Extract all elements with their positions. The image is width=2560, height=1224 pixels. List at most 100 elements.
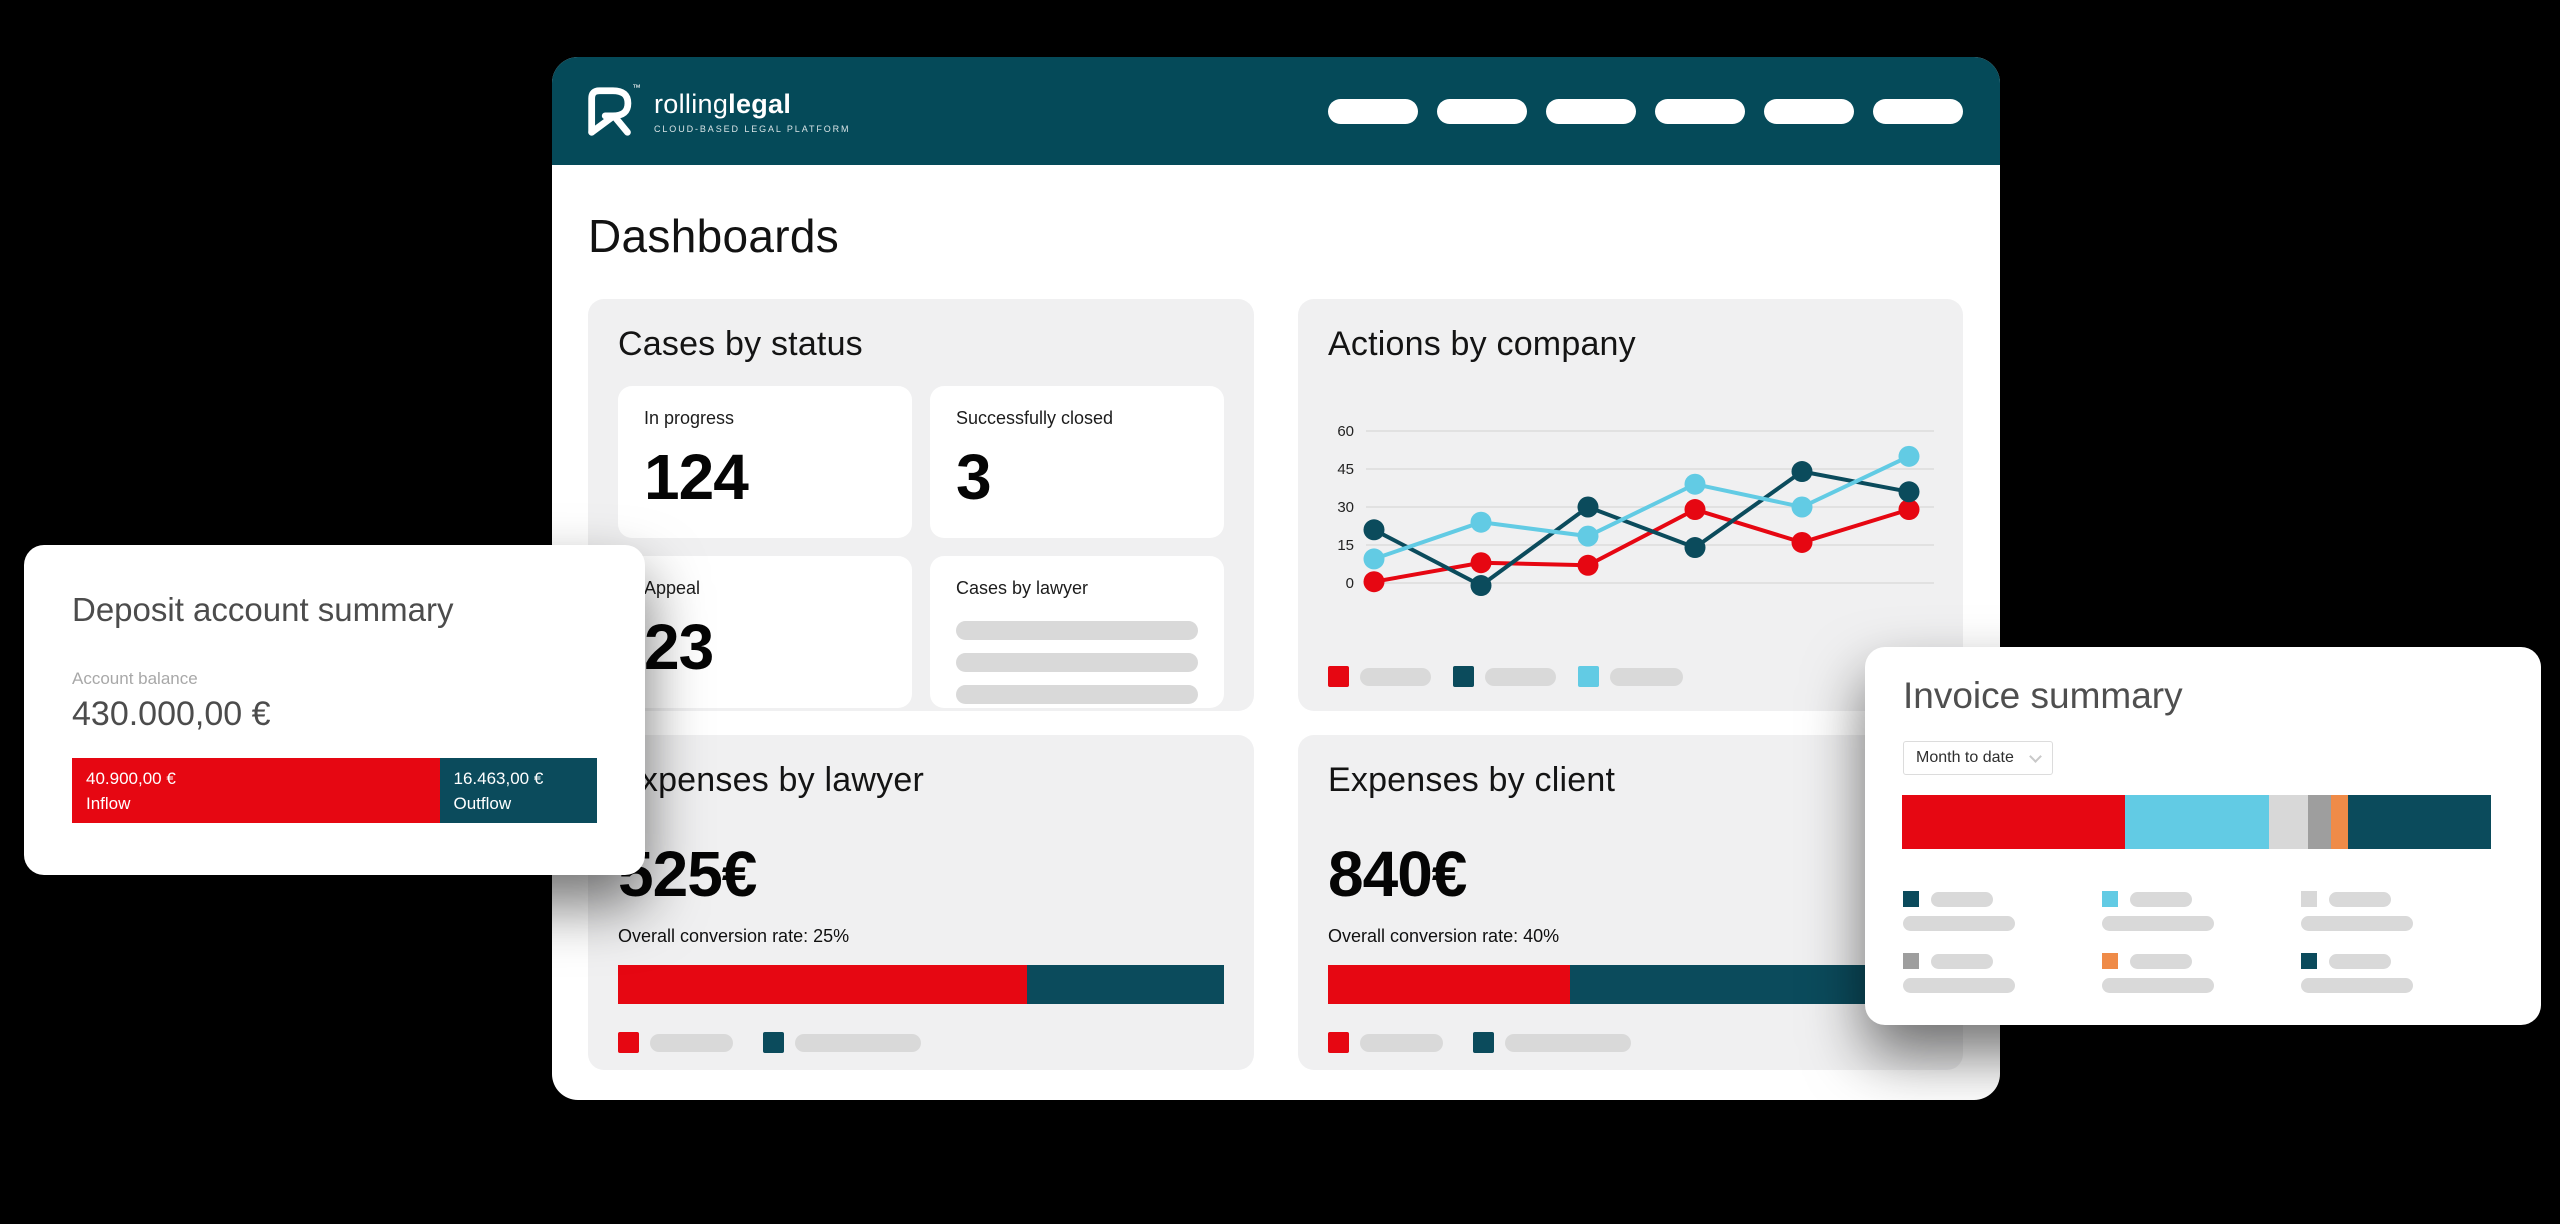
nav-item-placeholder[interactable] [1873, 98, 1963, 124]
brand: ™ rollinglegal CLOUD-BASED LEGAL PLATFOR… [582, 82, 850, 140]
legend-label-placeholder [1931, 891, 1993, 907]
legend-sublabel-placeholder [2102, 916, 2214, 931]
card-cases-by-status: Cases by status In progress 124 Successf… [588, 299, 1254, 711]
red-series-point [1577, 554, 1599, 576]
teal-series-point [1684, 537, 1706, 559]
bar-segment-red [1902, 795, 2126, 849]
y-axis-tick-label: 60 [1337, 423, 1354, 440]
expenses-by-client-amount: 840€ [1328, 838, 1467, 910]
legend-item-teal [1473, 1032, 1631, 1053]
legend-item-red [1328, 666, 1431, 687]
legend-swatch-red [618, 1032, 639, 1053]
app-content: Dashboards Cases by status In progress 1… [552, 165, 2000, 1070]
tile-value: 3 [956, 441, 992, 513]
account-balance-value: 430.000,00 € [72, 695, 271, 733]
deposit-summary-title: Deposit account summary [72, 591, 454, 628]
bar-segment-orange [2330, 795, 2348, 849]
app-header: ™ rollinglegal CLOUD-BASED LEGAL PLATFOR… [552, 57, 2000, 165]
segment-amount: 40.900,00 € [86, 769, 176, 788]
invoice-legend-item-teal [1903, 891, 2102, 931]
chevron-down-icon [2029, 749, 2042, 763]
segment-label: Inflow [86, 793, 131, 813]
y-axis-tick-label: 45 [1337, 461, 1354, 478]
invoice-legend-item-light_blue [2102, 891, 2301, 931]
legend-label-placeholder [1610, 667, 1683, 686]
actions-chart-legend [1328, 666, 1683, 687]
bar-segment-light_blue [2125, 795, 2269, 849]
segment-label: Outflow [453, 793, 512, 813]
y-axis-tick-label: 30 [1337, 499, 1354, 516]
app-window: ™ rollinglegal CLOUD-BASED LEGAL PLATFOR… [552, 57, 2000, 1100]
period-dropdown-value: Month to date [1916, 749, 2014, 766]
inflow-outflow-bar: 40.900,00 € Inflow 16.463,00 € Outflow [72, 758, 597, 823]
conversion-rate-note: Overall conversion rate: 40% [1328, 926, 1560, 946]
legend-label-placeholder [650, 1033, 733, 1052]
legend-swatch-teal [763, 1032, 784, 1053]
bar-segment-teal [2347, 795, 2491, 849]
conversion-rate-note: Overall conversion rate: 25% [618, 926, 850, 946]
invoice-summary-card: Invoice summary Month to date [1865, 647, 2541, 1025]
actions-line-chart: 60 45 30 15 0 [1328, 417, 1934, 634]
invoice-legend-item-mid_gray [1903, 953, 2102, 993]
bar-segment-light_gray [2268, 795, 2308, 849]
expenses-by-lawyer-legend [618, 1032, 1224, 1053]
expenses-by-lawyer-title: Expenses by lawyer [618, 761, 924, 799]
legend-swatch-teal [1473, 1032, 1494, 1053]
invoice-stacked-bar [1902, 795, 2491, 849]
legend-sublabel-placeholder [1903, 978, 2015, 993]
tile-cases-by-lawyer: Cases by lawyer [930, 556, 1224, 708]
legend-swatch-light_gray [2301, 891, 2317, 907]
invoice-summary-title: Invoice summary [1903, 675, 2183, 716]
bar-segment-teal [1027, 965, 1224, 1004]
expenses-by-client-legend [1328, 1032, 1933, 1053]
tile-successfully-closed: Successfully closed 3 [930, 386, 1224, 538]
legend-sublabel-placeholder [1903, 916, 2015, 931]
legend-sublabel-placeholder [2102, 978, 2214, 993]
legend-label-placeholder [2130, 891, 2192, 907]
segment-amount: 16.463,00 € [453, 769, 544, 788]
nav-item-placeholder[interactable] [1437, 98, 1527, 124]
brand-tagline: CLOUD-BASED LEGAL PLATFORM [654, 123, 851, 134]
expenses-by-client-bar [1328, 965, 1933, 1004]
account-balance-label: Account balance [72, 669, 198, 688]
red-series-point [1363, 571, 1385, 593]
invoice-legend [1903, 891, 2503, 993]
tile-label: In progress [644, 408, 735, 428]
nav-item-placeholder[interactable] [1328, 98, 1418, 124]
expenses-by-client-title: Expenses by client [1328, 761, 1616, 799]
legend-item-teal [763, 1032, 921, 1053]
legend-swatch-orange [2102, 953, 2118, 969]
legend-swatch-teal [1903, 891, 1919, 907]
nav-item-placeholder[interactable] [1655, 98, 1745, 124]
trademark-symbol: ™ [632, 83, 640, 93]
actions-by-company-title: Actions by company [1328, 325, 1636, 363]
red-series-point [1791, 531, 1813, 553]
period-dropdown[interactable]: Month to date [1903, 741, 2053, 775]
expenses-by-lawyer-amount: 525€ [618, 838, 757, 910]
legend-swatch-light_blue [1578, 666, 1599, 687]
legend-swatch-red [1328, 666, 1349, 687]
light-blue-series-point [1684, 473, 1706, 495]
legend-label-placeholder [1360, 1033, 1443, 1052]
dashboard-grid: Cases by status In progress 124 Successf… [588, 299, 1964, 1070]
page-title: Dashboards [588, 210, 840, 262]
nav-item-placeholder[interactable] [1764, 98, 1854, 124]
tile-label: Cases by lawyer [956, 578, 1089, 598]
legend-swatch-teal [1453, 666, 1474, 687]
legend-label-placeholder [2329, 953, 2391, 969]
legend-label-placeholder [1360, 667, 1431, 686]
y-axis-tick-label: 15 [1337, 537, 1354, 554]
teal-series-point [1791, 461, 1813, 483]
cases-by-status-title: Cases by status [618, 325, 863, 363]
bar-segment-mid_gray [2307, 795, 2331, 849]
nav-item-placeholder[interactable] [1546, 98, 1636, 124]
legend-item-red [618, 1032, 733, 1053]
brand-wordmark: rollinglegal [654, 88, 792, 119]
legend-item-red [1328, 1032, 1443, 1053]
bar-segment-red [1328, 965, 1570, 1004]
bar-segment-red [618, 965, 1028, 1004]
brand-text: rollinglegal CLOUD-BASED LEGAL PLATFORM [654, 89, 850, 134]
invoice-legend-item-light_gray [2301, 891, 2500, 931]
bar-segment-red: 40.900,00 € Inflow [72, 758, 440, 823]
red-series-point [1898, 499, 1920, 521]
